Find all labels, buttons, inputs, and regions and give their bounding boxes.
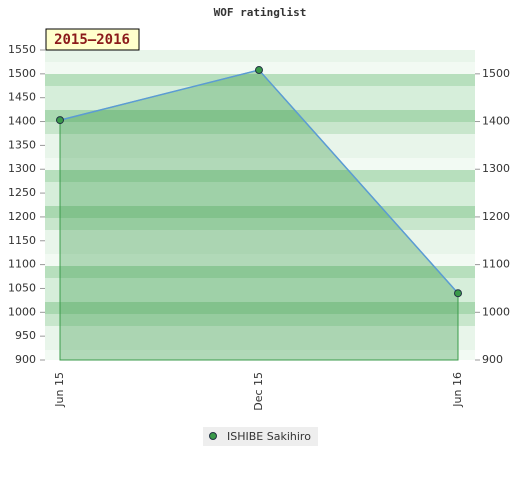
y2-tick-label: 1300 xyxy=(482,162,510,175)
band xyxy=(45,170,475,182)
band xyxy=(45,122,475,134)
point xyxy=(56,116,64,125)
plot-background xyxy=(45,50,475,360)
band xyxy=(45,86,475,98)
band xyxy=(45,158,475,170)
y-tick-label: 1450 xyxy=(8,91,36,104)
x-tick-label: Dec 15 xyxy=(252,372,265,411)
y-tick-label: 950 xyxy=(15,329,36,342)
annotation: 2015–2016 xyxy=(54,32,130,48)
band xyxy=(45,230,475,242)
band xyxy=(45,350,475,360)
y-tick-label: 1350 xyxy=(8,138,36,151)
band xyxy=(45,254,475,266)
band xyxy=(45,302,475,314)
legend-marker xyxy=(209,432,217,440)
legend xyxy=(203,427,318,446)
y-tick-label: 900 xyxy=(15,353,36,366)
y-tick-label: 1400 xyxy=(8,115,36,128)
y-tick-label: 1150 xyxy=(8,234,36,247)
band xyxy=(45,206,475,218)
chart-title: WOF ratinglist xyxy=(214,6,307,19)
band xyxy=(45,278,475,290)
y2-tick-label: 1000 xyxy=(482,305,510,318)
y-tick-label: 1000 xyxy=(8,305,36,318)
band xyxy=(45,314,475,326)
y-tick-label: 1300 xyxy=(8,162,36,175)
band xyxy=(45,110,475,122)
point xyxy=(255,66,263,75)
x-tick-label: Jun 16 xyxy=(451,372,464,408)
x-tick-label: Jun 15 xyxy=(53,372,66,408)
y-tick-label: 1050 xyxy=(8,281,36,294)
y2-tick-label: 1100 xyxy=(482,258,510,271)
band xyxy=(45,98,475,110)
band xyxy=(45,266,475,278)
y-tick-label: 1250 xyxy=(8,186,36,199)
band xyxy=(45,290,475,302)
legend-label: ISHIBE Sakihiro xyxy=(227,430,311,443)
y-tick-label: 1200 xyxy=(8,210,36,223)
band xyxy=(45,326,475,338)
band xyxy=(45,50,475,62)
y2-tick-label: 1500 xyxy=(482,67,510,80)
annotation-box xyxy=(45,28,140,51)
band xyxy=(45,338,475,350)
y-tick-label: 1500 xyxy=(8,67,36,80)
band xyxy=(45,146,475,158)
y2-tick-label: 1200 xyxy=(482,210,510,223)
y2-tick-label: 900 xyxy=(482,353,503,366)
band xyxy=(45,218,475,230)
band xyxy=(45,74,475,86)
band xyxy=(45,194,475,206)
y-tick-label: 1100 xyxy=(8,258,36,271)
y-tick-label: 1550 xyxy=(8,43,36,56)
point xyxy=(454,289,462,298)
band xyxy=(45,134,475,146)
band xyxy=(45,242,475,254)
plot xyxy=(56,66,462,361)
y2-tick-label: 1400 xyxy=(482,115,510,128)
